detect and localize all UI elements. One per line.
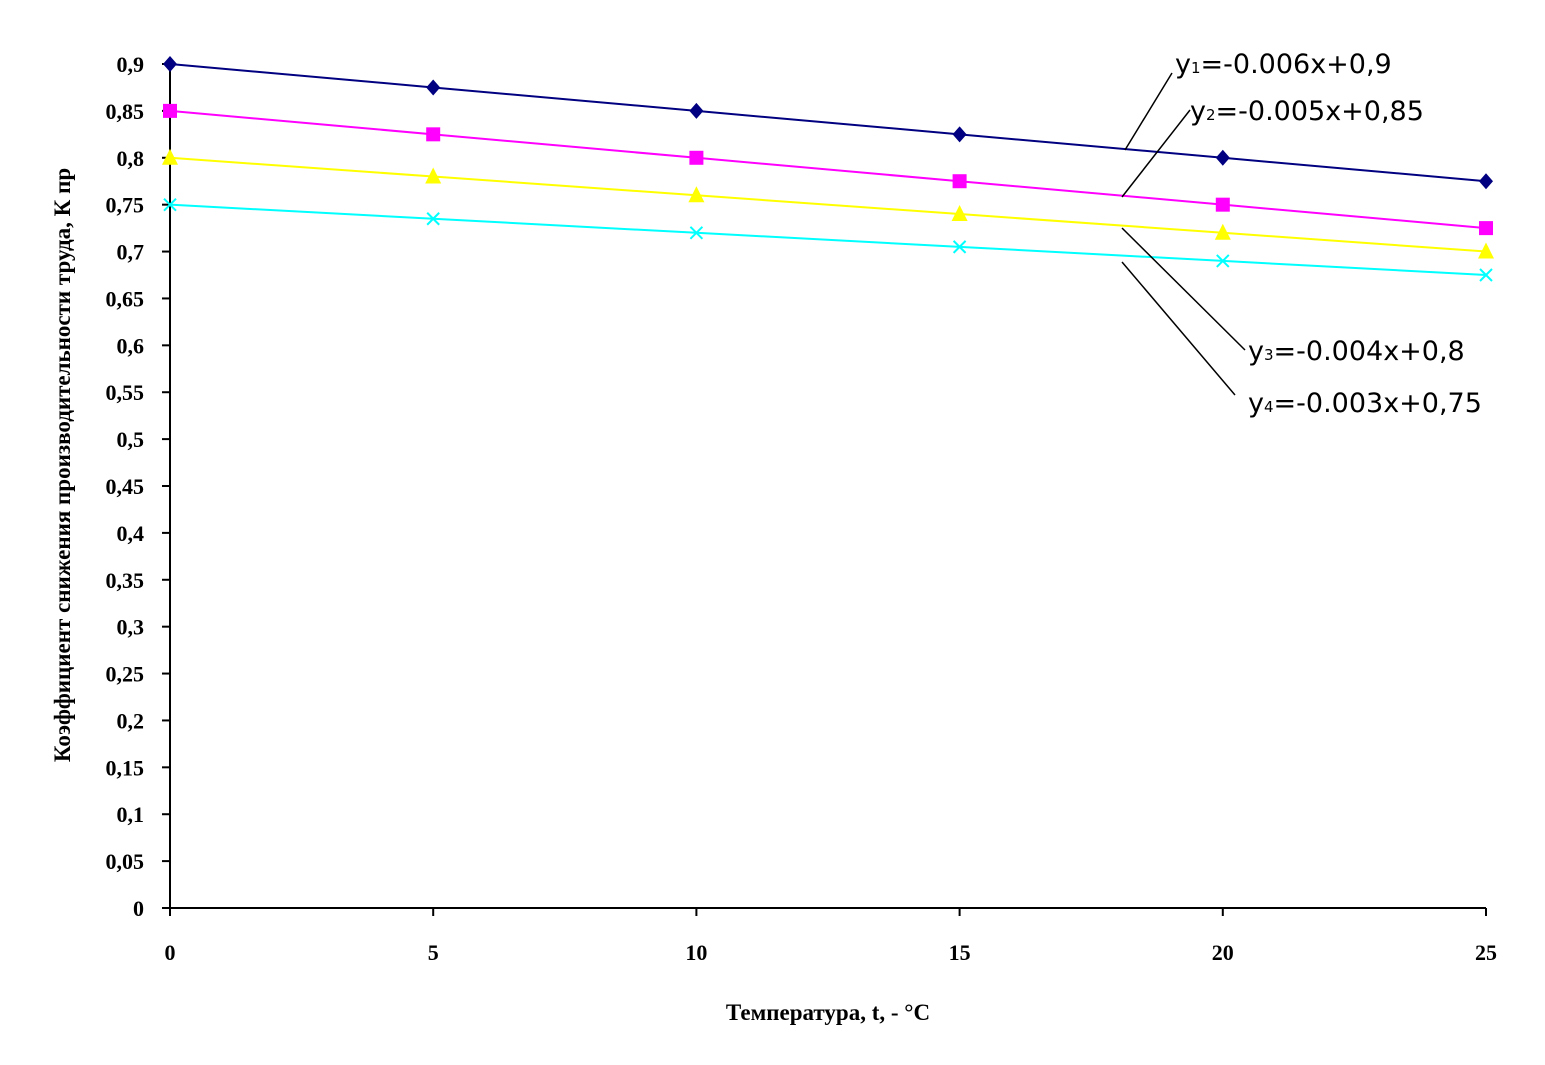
- data-point: [1479, 221, 1493, 236]
- leader-line: [1124, 72, 1173, 151]
- series-line: [169, 63, 1487, 183]
- data-point: [1479, 173, 1493, 190]
- data-point: [952, 240, 967, 254]
- y-tick-label: 0,65: [106, 286, 145, 311]
- equation-label: y4=-0.003x+0,75: [1248, 388, 1482, 419]
- data-point: [1215, 197, 1230, 212]
- y-tick-label: 0,8: [117, 146, 145, 171]
- series-layer: [162, 56, 1494, 282]
- y-tick-label: 0,35: [106, 568, 145, 593]
- x-tick-label: 20: [1212, 940, 1234, 965]
- y-axis-ticks: 0 0,05 0,1 0,15 0,2 0,25 0,3 0,35 0,4 0,45 0,5 0,55…: [106, 52, 170, 921]
- data-point: [1215, 149, 1230, 166]
- data-point: [163, 197, 177, 212]
- x-tick-label: 10: [685, 940, 707, 965]
- equation-label: y3=-0.004x+0,8: [1248, 336, 1465, 367]
- data-point: [951, 205, 968, 222]
- data-point: [426, 79, 441, 96]
- annotation-callouts: y1=-0.006x+0,9 y2=-0.005x+0,85 y3=-0.004x+…: [1121, 49, 1482, 419]
- y-tick-label: 0,75: [106, 193, 145, 218]
- series-2: [163, 103, 1493, 236]
- data-point: [952, 126, 967, 143]
- y-tick-label: 0,6: [117, 333, 145, 358]
- y-tick-label: 0,25: [106, 662, 145, 687]
- data-point: [688, 186, 705, 203]
- y-axis-title: Коэффициент снижения производительности …: [50, 168, 75, 762]
- data-point: [163, 56, 177, 72]
- data-point: [1216, 254, 1230, 268]
- y-tick-label: 0,9: [117, 52, 145, 77]
- y-tick-label: 0,85: [106, 99, 145, 124]
- y-tick-label: 0,15: [106, 755, 145, 780]
- series-4: [163, 197, 1493, 282]
- x-axis-title: Температура, t, - °С: [726, 1000, 930, 1025]
- x-tick-label: 25: [1475, 940, 1497, 965]
- data-point: [425, 167, 442, 184]
- y-tick-label: 0,5: [117, 427, 145, 452]
- leader-line: [1121, 261, 1236, 396]
- data-point: [952, 174, 967, 189]
- series-3: [162, 148, 1494, 259]
- series-line: [169, 156, 1487, 253]
- x-tick-label: 0: [165, 940, 176, 965]
- y-tick-label: 0,1: [117, 802, 145, 827]
- series-line: [169, 203, 1487, 276]
- data-point: [163, 103, 177, 118]
- y-tick-label: 0,3: [117, 615, 145, 640]
- x-tick-label: 5: [428, 940, 439, 965]
- equation-label: y2=-0.005x+0,85: [1190, 96, 1424, 127]
- data-point: [689, 102, 704, 119]
- axes: [169, 62, 1486, 909]
- equation-label: y1=-0.006x+0,9: [1175, 49, 1392, 80]
- y-tick-label: 0,05: [106, 849, 145, 874]
- data-point: [1214, 223, 1231, 240]
- y-tick-label: 0,45: [106, 474, 145, 499]
- series-line: [169, 109, 1487, 230]
- data-point: [689, 150, 704, 165]
- data-point: [426, 212, 440, 226]
- y-tick-label: 0,7: [117, 240, 145, 265]
- y-tick-label: 0,4: [117, 521, 145, 546]
- data-point: [1479, 268, 1493, 282]
- data-point: [162, 148, 178, 165]
- y-tick-label: 0,2: [117, 708, 145, 733]
- y-tick-label: 0: [133, 896, 144, 921]
- leader-line: [1121, 109, 1191, 198]
- leader-line: [1121, 227, 1246, 351]
- y-tick-label: 0,55: [106, 380, 145, 405]
- data-point: [426, 127, 441, 142]
- x-tick-label: 15: [949, 940, 971, 965]
- x-axis-ticks: 0 5 10 15 20 25: [165, 908, 1497, 965]
- data-point: [689, 226, 704, 240]
- data-point: [1478, 242, 1494, 259]
- series-1: [163, 56, 1493, 190]
